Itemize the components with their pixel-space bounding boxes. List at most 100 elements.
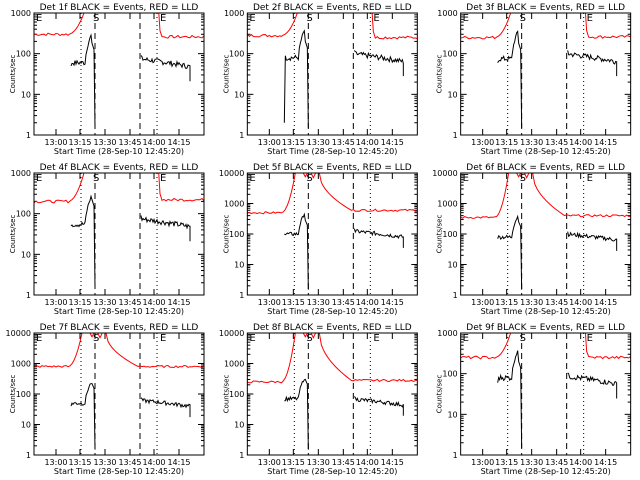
x-axis-label: Start Time (28-Sep-10 12:45:20) [54,467,184,476]
x-tick-label: 14:00 [569,458,592,467]
lld-curve [34,173,204,204]
y-tick-label: 1 [239,131,244,140]
events-curve-post [140,397,191,418]
panel-title: Det 6f BLACK = Events, RED = LLD [466,163,625,173]
x-tick-label: 13:45 [545,458,568,467]
panel-det-6f: Det 6f BLACK = Events, RED = LLD 1 10 100 10… [432,163,632,316]
y-tick-label: 1 [453,131,458,140]
x-tick-label: 13:45 [332,138,355,147]
y-tick-label: 10 [234,90,244,99]
plot-frame [460,172,632,296]
x-tick-label: 13:00 [258,298,281,307]
y-axis-label: Counts/sec [9,215,17,254]
plot-frame [33,332,205,456]
plot-frame [246,12,418,136]
x-tick-label: 14:00 [356,458,379,467]
segment-marker: E [160,173,166,184]
x-tick-label: 13:30 [520,458,543,467]
lld-curve [247,173,418,215]
y-tick-label: 10 [447,261,457,270]
x-axis-label: Start Time (28-Sep-10 12:45:20) [481,147,611,156]
x-tick-label: 13:15 [282,298,305,307]
x-tick-label: 14:00 [569,138,592,147]
segment-marker: E [160,13,166,24]
y-tick-label: 1000 [224,9,244,18]
panel-det-4f: Det 4f BLACK = Events, RED = LLD 1 10 100 10… [9,163,205,316]
x-tick-label: 14:15 [167,458,190,467]
segment-marker: E [36,13,42,24]
x-tick-label: 13:30 [93,458,116,467]
segment-marker: E [249,13,255,24]
y-tick-label: 100 [442,230,457,239]
x-tick-label: 13:30 [307,138,330,147]
segment-marker: E [587,173,593,184]
y-tick-label: 100 [229,390,244,399]
y-tick-label: 1 [239,451,244,460]
segment-marker: E [373,13,379,24]
panel-title: Det 5f BLACK = Events, RED = LLD [253,163,412,173]
x-tick-label: 13:15 [282,138,305,147]
segment-marker: E [160,333,166,344]
x-tick-label: 13:15 [495,298,518,307]
lld-curve [460,333,631,360]
x-tick-label: 13:00 [471,298,494,307]
curve-group [34,173,204,288]
x-tick-label: 14:00 [142,298,165,307]
y-tick-label: 1 [239,291,244,300]
curve-group [247,173,418,290]
y-axis-label: Counts/sec [436,55,444,94]
y-tick-label: 1 [453,291,458,300]
curve-group [247,13,418,128]
segment-marker: E [587,333,593,344]
panel-title: Det 8f BLACK = Events, RED = LLD [253,323,412,333]
y-tick-label: 10000 [219,169,244,178]
events-curve-pre [497,30,523,128]
events-curve-pre [70,194,96,288]
plot-frame [246,332,418,456]
y-tick-label: 100 [16,210,31,219]
curve-group [460,333,631,448]
events-curve-post [567,50,618,77]
y-tick-label: 1 [26,291,31,300]
y-axis-label: Counts/sec [222,55,230,94]
panel-det-1f: Det 1f BLACK = Events, RED = LLD 1 10 100 10… [9,3,205,156]
x-tick-label: 13:45 [545,298,568,307]
curve-group [34,13,204,128]
x-tick-label: 14:00 [142,458,165,467]
x-tick-label: 13:15 [68,138,91,147]
segment-marker: S [306,13,312,24]
segment-marker: S [520,13,526,24]
x-tick-label: 13:30 [307,458,330,467]
y-axis-label: Counts/sec [222,215,230,254]
events-curve-pre [283,29,309,128]
x-tick-label: 13:30 [93,298,116,307]
x-tick-label: 13:45 [545,138,568,147]
y-tick-label: 1000 [437,329,457,338]
y-axis-label: Counts/sec [436,375,444,414]
x-tick-label: 13:45 [118,458,141,467]
y-tick-label: 1 [26,131,31,140]
x-tick-label: 14:15 [167,298,190,307]
x-tick-label: 13:00 [471,138,494,147]
y-tick-label: 10 [234,261,244,270]
y-tick-label: 100 [16,390,31,399]
x-tick-label: 14:15 [381,298,404,307]
x-tick-label: 13:15 [495,458,518,467]
panel-title: Det 1f BLACK = Events, RED = LLD [40,3,199,13]
y-tick-label: 1000 [224,200,244,209]
plot-frame [460,12,632,136]
plot-frame [33,12,205,136]
y-tick-label: 1000 [224,360,244,369]
x-tick-label: 13:00 [471,458,494,467]
x-tick-label: 14:00 [569,298,592,307]
x-tick-label: 13:30 [93,138,116,147]
segment-marker: E [373,173,379,184]
y-tick-label: 1000 [11,360,31,369]
x-tick-label: 14:15 [594,458,617,467]
x-tick-label: 13:00 [44,138,67,147]
plot-frame [33,172,205,296]
segment-marker: E [36,333,42,344]
x-tick-label: 13:45 [118,298,141,307]
y-tick-label: 100 [442,370,457,379]
x-tick-label: 13:00 [44,458,67,467]
